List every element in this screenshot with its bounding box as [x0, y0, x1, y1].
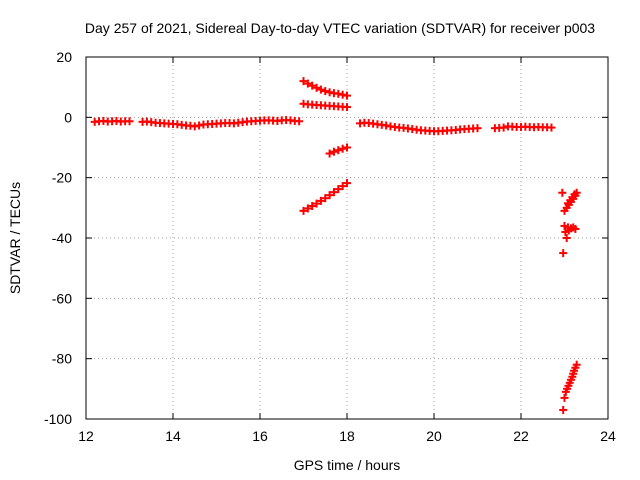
y-tick-label: -60 — [52, 290, 72, 306]
data-point — [321, 194, 330, 203]
data-point — [299, 206, 308, 215]
data-point — [473, 124, 482, 133]
data-point — [308, 202, 317, 211]
data-point — [343, 179, 351, 188]
y-tick-label: -80 — [52, 351, 72, 367]
data-point — [560, 393, 569, 402]
x-tick-label: 16 — [252, 428, 268, 444]
data-point — [329, 147, 338, 156]
x-tick-label: 12 — [78, 428, 94, 444]
x-tick-label: 14 — [165, 428, 181, 444]
data-point — [125, 117, 134, 126]
data-point — [295, 117, 304, 126]
data-point — [334, 185, 343, 194]
x-tick-label: 22 — [513, 428, 529, 444]
y-tick-label: 20 — [56, 49, 72, 65]
x-tick-label: 24 — [600, 428, 616, 444]
x-tick-labels: 12 14 16 18 20 22 24 — [78, 428, 616, 444]
y-tick-label: 0 — [64, 109, 72, 125]
y-tick-label: -100 — [44, 411, 72, 427]
x-axis-label: GPS time / hours — [294, 457, 401, 473]
data-point — [343, 103, 351, 112]
data-point — [559, 249, 568, 258]
data-point — [303, 79, 312, 88]
x-tick-label: 18 — [339, 428, 355, 444]
data-point — [562, 234, 571, 242]
data-point — [570, 190, 579, 199]
data-point — [547, 123, 556, 132]
data-point — [558, 188, 567, 197]
data-point — [329, 188, 338, 197]
data-point — [343, 143, 351, 152]
data-point — [338, 144, 347, 153]
data-point — [338, 182, 347, 191]
data-point — [325, 149, 334, 158]
data-point — [571, 224, 580, 233]
y-tick-label: -40 — [52, 230, 72, 246]
data-point — [343, 91, 351, 100]
data-point — [559, 405, 568, 414]
data-point — [316, 196, 325, 205]
data-point — [572, 360, 581, 369]
data-point — [308, 81, 317, 90]
y-tick-label: -20 — [52, 170, 72, 186]
grid-lines — [86, 57, 608, 419]
data-point — [312, 83, 321, 92]
data-point — [325, 191, 334, 200]
data-point — [499, 123, 508, 132]
chart-title: Day 257 of 2021, Sidereal Day-to-day VTE… — [85, 20, 595, 36]
data-point — [303, 204, 312, 213]
plot-frame — [85, 56, 609, 420]
data-point — [334, 146, 343, 155]
data-point — [321, 87, 330, 96]
data-points — [90, 77, 581, 414]
data-point — [299, 77, 308, 86]
x-tick-label: 20 — [426, 428, 442, 444]
data-point — [316, 85, 325, 94]
data-point — [312, 199, 321, 208]
y-axis-label: SDTVAR / TECUs — [7, 182, 23, 294]
y-tick-labels: -100 -80 -60 -40 -20 0 20 — [44, 49, 72, 427]
